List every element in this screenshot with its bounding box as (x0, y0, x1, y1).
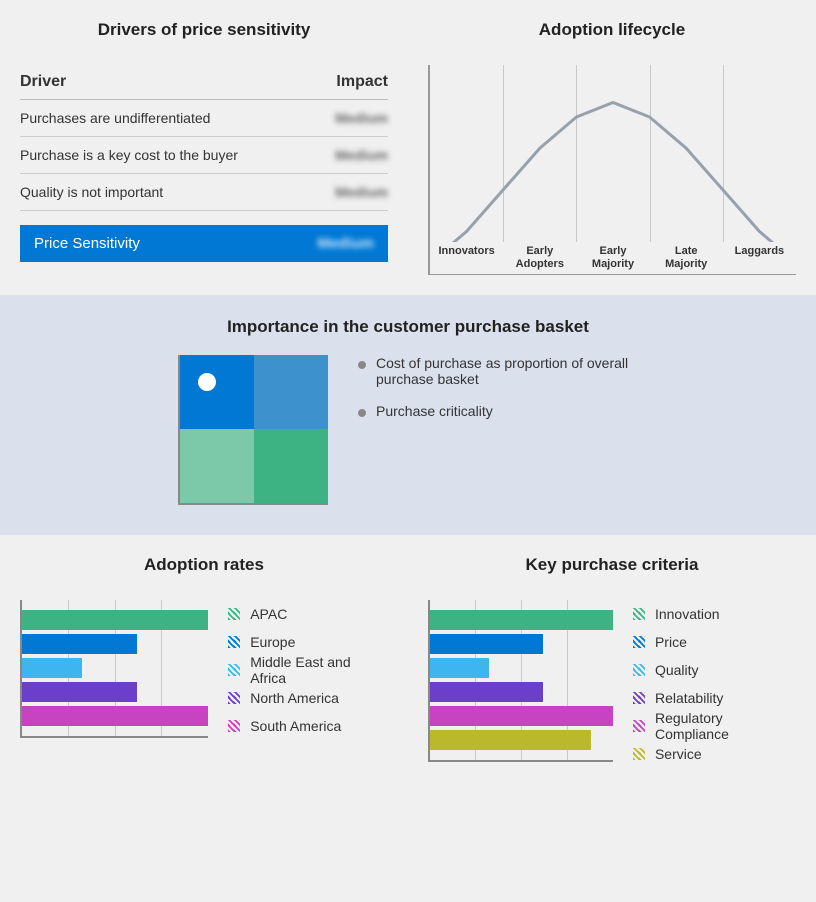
lifecycle-stage-label: EarlyMajority (576, 242, 649, 274)
table-header: Driver Impact (20, 65, 388, 100)
purchase-criteria-panel: Key purchase criteria Innovation Price Qua… (408, 555, 796, 768)
bullet-icon (358, 361, 366, 369)
lifecycle-stage-label: Innovators (430, 242, 503, 274)
bar (430, 658, 489, 678)
quadrant-br (254, 429, 328, 503)
lifecycle-title: Adoption lifecycle (428, 20, 796, 40)
bottom-section: Adoption rates APAC Europe Middle East and… (0, 535, 816, 788)
legend-item: Cost of purchase as proportion of overal… (358, 355, 638, 387)
legend-item: South America (228, 712, 388, 740)
quadrant-tl (180, 355, 254, 429)
legend-text: Innovation (655, 606, 720, 622)
adoption-rates-panel: Adoption rates APAC Europe Middle East and… (20, 555, 408, 768)
impact-cell: Medium (335, 110, 388, 126)
basket-legend: Cost of purchase as proportion of overal… (358, 355, 638, 435)
bar (430, 682, 543, 702)
driver-cell: Purchase is a key cost to the buyer (20, 147, 238, 163)
bullet-icon (358, 409, 366, 417)
legend-item: Middle East and Africa (228, 656, 388, 684)
quadrant-chart (178, 355, 328, 505)
legend-text: Purchase criticality (376, 403, 493, 419)
table-row: Quality is not important Medium (20, 174, 388, 211)
th-impact: Impact (336, 73, 388, 91)
purchase-criteria-legend: Innovation Price Quality Relatability Regula… (633, 600, 796, 768)
bar (430, 730, 591, 750)
bar (22, 658, 82, 678)
legend-text: Middle East and Africa (250, 654, 388, 686)
legend-item: Purchase criticality (358, 403, 638, 419)
swatch-icon (228, 692, 240, 704)
legend-item: Innovation (633, 600, 796, 628)
impact-cell: Medium (335, 184, 388, 200)
table-row: Purchases are undifferentiated Medium (20, 100, 388, 137)
summary-label: Price Sensitivity (34, 235, 140, 252)
legend-text: Relatability (655, 690, 723, 706)
swatch-icon (633, 608, 645, 620)
swatch-icon (228, 608, 240, 620)
purchase-criteria-chart (428, 600, 613, 762)
lifecycle-stage-label: EarlyAdopters (503, 242, 576, 274)
legend-text: Cost of purchase as proportion of overal… (376, 355, 638, 387)
legend-text: Europe (250, 634, 295, 650)
driver-cell: Purchases are undifferentiated (20, 110, 210, 126)
legend-text: Service (655, 746, 702, 762)
impact-cell: Medium (335, 147, 388, 163)
table-row: Purchase is a key cost to the buyer Mediu… (20, 137, 388, 174)
lifecycle-stage-label: Laggards (723, 242, 796, 274)
purchase-criteria-title: Key purchase criteria (428, 555, 796, 575)
legend-item: Regulatory Compliance (633, 712, 796, 740)
legend-item: Price (633, 628, 796, 656)
legend-item: Europe (228, 628, 388, 656)
quadrant-marker (198, 373, 216, 391)
legend-text: South America (250, 718, 341, 734)
th-driver: Driver (20, 73, 66, 91)
bar (430, 634, 543, 654)
swatch-icon (228, 636, 240, 648)
legend-text: APAC (250, 606, 287, 622)
quadrant-tr (254, 355, 328, 429)
legend-item: Service (633, 740, 796, 768)
legend-text: Quality (655, 662, 699, 678)
adoption-rates-legend: APAC Europe Middle East and Africa North Am… (228, 600, 388, 740)
legend-text: North America (250, 690, 339, 706)
price-sensitivity-summary: Price Sensitivity Medium (20, 225, 388, 262)
basket-section: Importance in the customer purchase bask… (0, 295, 816, 535)
bar (430, 610, 613, 630)
legend-text: Price (655, 634, 687, 650)
adoption-rates-chart (20, 600, 208, 738)
top-section: Drivers of price sensitivity Driver Impa… (0, 0, 816, 295)
price-sensitivity-title: Drivers of price sensitivity (20, 20, 388, 40)
swatch-icon (228, 720, 240, 732)
swatch-icon (633, 720, 645, 732)
drivers-table: Driver Impact Purchases are undifferenti… (20, 65, 388, 262)
bar (22, 706, 208, 726)
driver-cell: Quality is not important (20, 184, 163, 200)
legend-item: APAC (228, 600, 388, 628)
summary-value: Medium (317, 235, 374, 252)
swatch-icon (228, 664, 240, 676)
legend-item: Quality (633, 656, 796, 684)
bar (22, 634, 137, 654)
lifecycle-chart: InnovatorsEarlyAdoptersEarlyMajorityLate… (428, 65, 796, 275)
swatch-icon (633, 748, 645, 760)
bar (430, 706, 613, 726)
quadrant-bl (180, 429, 254, 503)
swatch-icon (633, 636, 645, 648)
legend-item: North America (228, 684, 388, 712)
basket-title: Importance in the customer purchase bask… (20, 317, 796, 337)
lifecycle-stage-label: LateMajority (650, 242, 723, 274)
bar (22, 682, 137, 702)
swatch-icon (633, 692, 645, 704)
adoption-rates-title: Adoption rates (20, 555, 388, 575)
bar (22, 610, 208, 630)
legend-item: Relatability (633, 684, 796, 712)
lifecycle-panel: Adoption lifecycle InnovatorsEarlyAdopte… (408, 20, 796, 275)
price-sensitivity-panel: Drivers of price sensitivity Driver Impa… (20, 20, 408, 275)
swatch-icon (633, 664, 645, 676)
legend-text: Regulatory Compliance (655, 710, 796, 742)
